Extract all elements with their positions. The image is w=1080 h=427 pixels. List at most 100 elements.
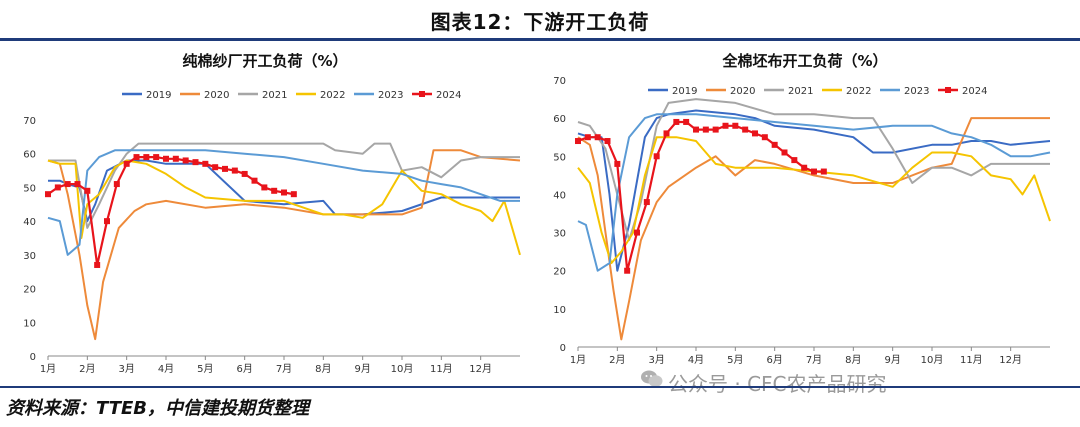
x-tick-label: 3月: [648, 354, 664, 366]
series-point-2024: [604, 138, 611, 145]
legend-label-2023: 2023: [904, 86, 929, 97]
legend-label-2020: 2020: [204, 90, 229, 101]
y-tick-label: 10: [23, 318, 36, 329]
series-point-2024: [634, 229, 640, 236]
x-tick-label: 6月: [236, 363, 252, 374]
series-point-2024: [820, 168, 827, 175]
series-point-2024: [261, 184, 268, 191]
series-point-2024: [575, 138, 581, 145]
series-point-2024: [712, 126, 719, 133]
series-point-2024: [192, 159, 199, 166]
series-point-2024: [231, 167, 238, 174]
legend-label-2024: 2024: [436, 90, 461, 101]
x-tick-label: 12月: [999, 354, 1022, 366]
y-tick-label: 40: [553, 190, 566, 201]
y-tick-label: 70: [553, 76, 566, 87]
x-tick-label: 1月: [570, 354, 586, 366]
watermark: 公众号 · CFC农产品研究: [668, 372, 887, 396]
x-tick-label: 10月: [391, 363, 414, 374]
source-note: 资料来源：TTEB，中信建投期货整理: [6, 398, 309, 419]
series-point-2024: [742, 126, 749, 133]
chart-yarn-mill-load: 纯棉纱厂开工负荷（%） 0 10 20 30 40 50 60 70 1月 2月 3月 4月 5月 6月 7月…: [23, 52, 521, 374]
x-tick-label: 2月: [79, 363, 95, 374]
series-point-2024: [182, 157, 189, 164]
series-point-2024: [624, 267, 631, 274]
x-tick-label: 9月: [354, 363, 370, 374]
top-rule: [0, 38, 1080, 41]
series-point-2024: [163, 155, 169, 162]
x-tick-label: 11月: [960, 354, 983, 366]
y-tick-label: 50: [23, 183, 36, 194]
series-point-2024: [683, 118, 690, 125]
series-point-2024: [584, 134, 591, 141]
x-tick-label: 4月: [158, 363, 174, 374]
legend-label-2024: 2024: [962, 86, 987, 97]
series-line-2020: [577, 117, 1050, 341]
y-tick-label: 30: [23, 251, 36, 262]
series-point-2024: [663, 130, 670, 137]
x-tick-label: 7月: [276, 363, 292, 374]
series-point-2024: [693, 126, 699, 133]
x-tick-label: 4月: [688, 354, 704, 366]
legend-label-2022: 2022: [846, 86, 871, 97]
series-point-2024: [113, 181, 120, 188]
y-tick-label: 30: [553, 229, 566, 240]
y-tick-label: 40: [23, 217, 36, 228]
y-tick-label: 60: [23, 150, 36, 161]
figure-title: 图表12：下游开工负荷: [430, 10, 650, 34]
x-tick-label: 9月: [884, 354, 900, 366]
y-tick-label: 20: [553, 267, 566, 278]
x-tick-label: 8月: [845, 354, 861, 366]
series-point-2024: [791, 157, 798, 164]
series-point-2024: [104, 218, 110, 225]
bottom-rule: [0, 386, 1080, 388]
series-point-2024: [271, 187, 278, 194]
chart-title: 纯棉纱厂开工负荷（%）: [182, 52, 347, 70]
series-line-2021: [48, 142, 520, 229]
legend-label-2019: 2019: [672, 86, 697, 97]
series-point-2024: [643, 199, 650, 206]
legend-label-2020: 2020: [730, 86, 755, 97]
series-point-2024: [290, 191, 297, 198]
y-tick-label: 60: [553, 114, 566, 125]
wechat-icon: [641, 370, 663, 387]
series-point-2024: [771, 141, 778, 148]
series-point-2024: [781, 149, 788, 156]
series-point-2024: [202, 160, 209, 167]
y-tick-label: 50: [553, 152, 566, 163]
x-tick-label: 1月: [40, 363, 56, 374]
series-point-2024: [64, 181, 71, 188]
chart-grey-fabric-load: 全棉坯布开工负荷（%） 0 10 20 30 40 50 60 70 1月 2月 3月 4月 5月 6月 7月…: [553, 52, 1051, 366]
series-point-2024: [251, 177, 258, 184]
x-tick-label: 5月: [727, 354, 743, 366]
series-point-2024: [94, 261, 101, 268]
series-point-2024: [594, 134, 601, 141]
series-point-2024: [614, 160, 621, 167]
series-point-2024: [653, 153, 660, 160]
legend-marker-2024: [945, 87, 951, 93]
series-point-2024: [241, 170, 248, 177]
series-point-2024: [673, 118, 680, 125]
legend-label-2021: 2021: [262, 90, 287, 101]
series-point-2024: [811, 168, 817, 175]
y-tick-label: 20: [23, 285, 36, 296]
series-point-2024: [54, 184, 61, 191]
series-point-2024: [281, 189, 287, 196]
x-tick-label: 3月: [118, 363, 134, 374]
series-line-2020: [47, 149, 521, 341]
x-tick-label: 8月: [315, 363, 331, 374]
series-point-2024: [143, 154, 150, 161]
x-tick-label: 11月: [430, 363, 453, 374]
series-point-2024: [722, 122, 729, 129]
y-tick-label: 0: [30, 352, 36, 363]
series-point-2024: [801, 164, 808, 171]
series-point-2024: [45, 191, 51, 198]
legend-label-2019: 2019: [146, 90, 171, 101]
x-tick-label: 10月: [921, 354, 944, 366]
x-tick-label: 12月: [469, 363, 492, 374]
series-line-2022: [577, 136, 1051, 265]
series-point-2024: [153, 154, 160, 161]
y-tick-label: 0: [560, 343, 566, 354]
series-point-2024: [732, 122, 739, 129]
series-point-2024: [84, 187, 91, 194]
